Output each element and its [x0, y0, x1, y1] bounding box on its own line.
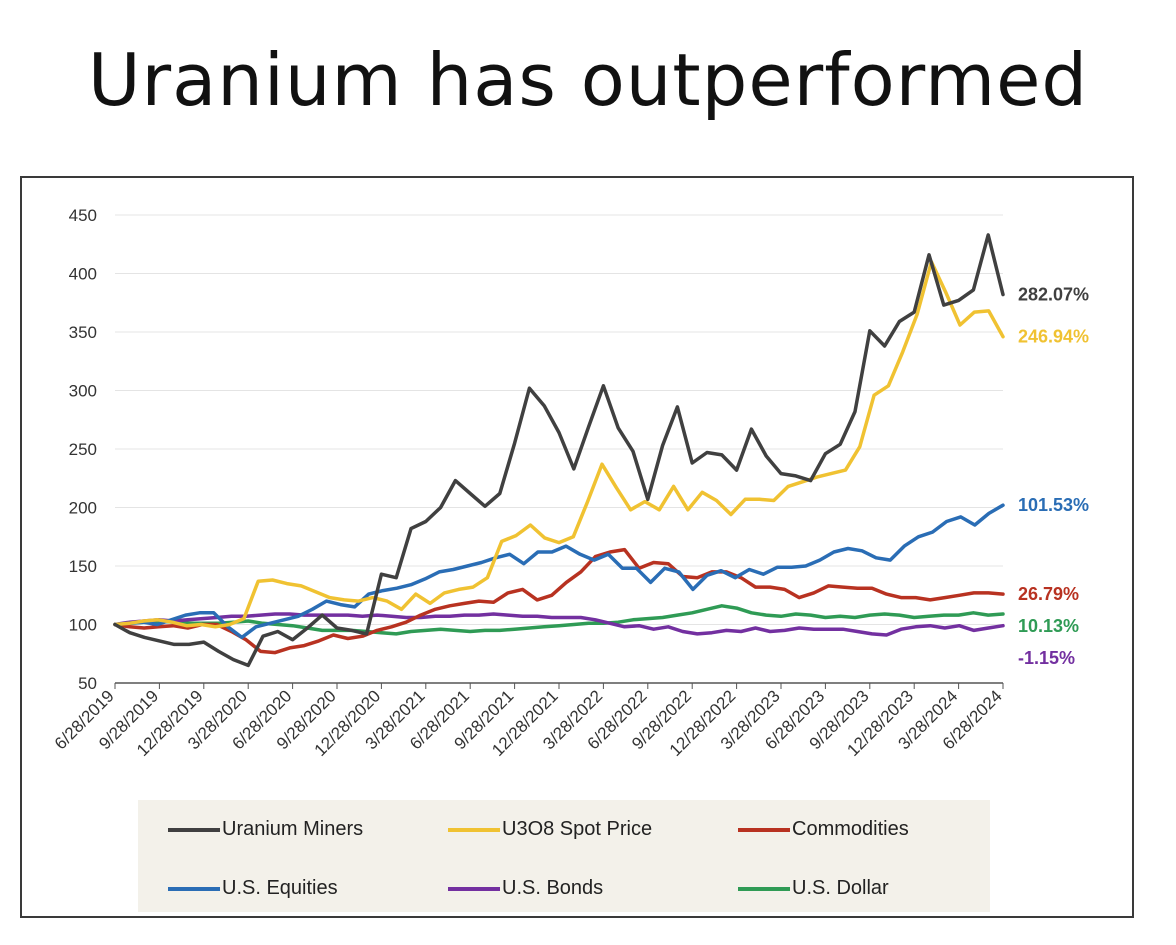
legend-item-uranium-miners: Uranium Miners — [168, 818, 363, 841]
y-tick-label: 450 — [69, 206, 97, 225]
end-label-u3o8-spot-price: 246.94% — [1018, 327, 1089, 347]
chart-legend: Uranium Miners U3O8 Spot Price Commodities… — [138, 800, 990, 912]
end-label-u-s-equities: 101.53% — [1018, 495, 1089, 515]
legend-label: U.S. Dollar — [792, 877, 889, 899]
axes: 501001502002503003504004506/28/20199/28/… — [51, 206, 1006, 760]
line-chart: 501001502002503003504004506/28/20199/28/… — [51, 206, 1089, 760]
legend-item-u-s-bonds: U.S. Bonds — [448, 877, 603, 900]
slide-title: Uranium has outperformed — [87, 38, 1089, 122]
series-line-u3o8-spot-price — [113, 260, 1005, 629]
legend-label: U.S. Bonds — [502, 877, 604, 899]
legend-swatch — [448, 827, 500, 832]
series-line-u-s-equities — [113, 503, 1005, 640]
series-lines — [113, 233, 1005, 668]
y-tick-label: 100 — [69, 616, 97, 635]
legend-swatch — [168, 827, 220, 832]
grid-lines — [115, 214, 1003, 684]
end-label-uranium-miners: 282.07% — [1018, 285, 1089, 305]
legend-swatch — [448, 886, 500, 891]
y-tick-label: 150 — [69, 557, 97, 576]
y-tick-label: 400 — [69, 265, 97, 284]
y-tick-label: 50 — [78, 674, 97, 693]
y-tick-label: 200 — [69, 499, 97, 518]
series-line-u-s-bonds — [113, 612, 1005, 637]
legend-label: U.S. Equities — [222, 877, 338, 899]
series-line-commodities — [113, 547, 1005, 655]
chart-frame: 50 100 150 200 250 300 350 400 450 6/28/2019 9/28/… — [20, 176, 1134, 918]
legend-label: U3O8 Spot Price — [502, 818, 653, 840]
series-line-uranium-miners — [113, 233, 1005, 668]
legend-swatch — [738, 886, 790, 891]
legend-label: Uranium Miners — [222, 818, 364, 840]
legend-item-u-s-dollar: U.S. Dollar — [738, 877, 889, 900]
legend-item-u3o8-spot-price: U3O8 Spot Price — [448, 818, 652, 841]
legend-swatch — [168, 886, 220, 891]
end-label-u-s-dollar: 10.13% — [1018, 616, 1079, 636]
y-tick-label: 250 — [69, 440, 97, 459]
legend-label: Commodities — [792, 818, 909, 840]
y-tick-label: 300 — [69, 382, 97, 401]
legend-item-commodities: Commodities — [738, 818, 909, 841]
end-label-commodities: 26.79% — [1018, 584, 1079, 604]
end-labels: 282.07% 246.94% 101.53% 26.79% 10.13% -1.15% — [1018, 285, 1089, 669]
end-label-u-s-bonds: -1.15% — [1018, 648, 1075, 668]
legend-swatch — [738, 827, 790, 832]
legend-item-u-s-equities: U.S. Equities — [168, 877, 338, 900]
y-tick-label: 350 — [69, 323, 97, 342]
